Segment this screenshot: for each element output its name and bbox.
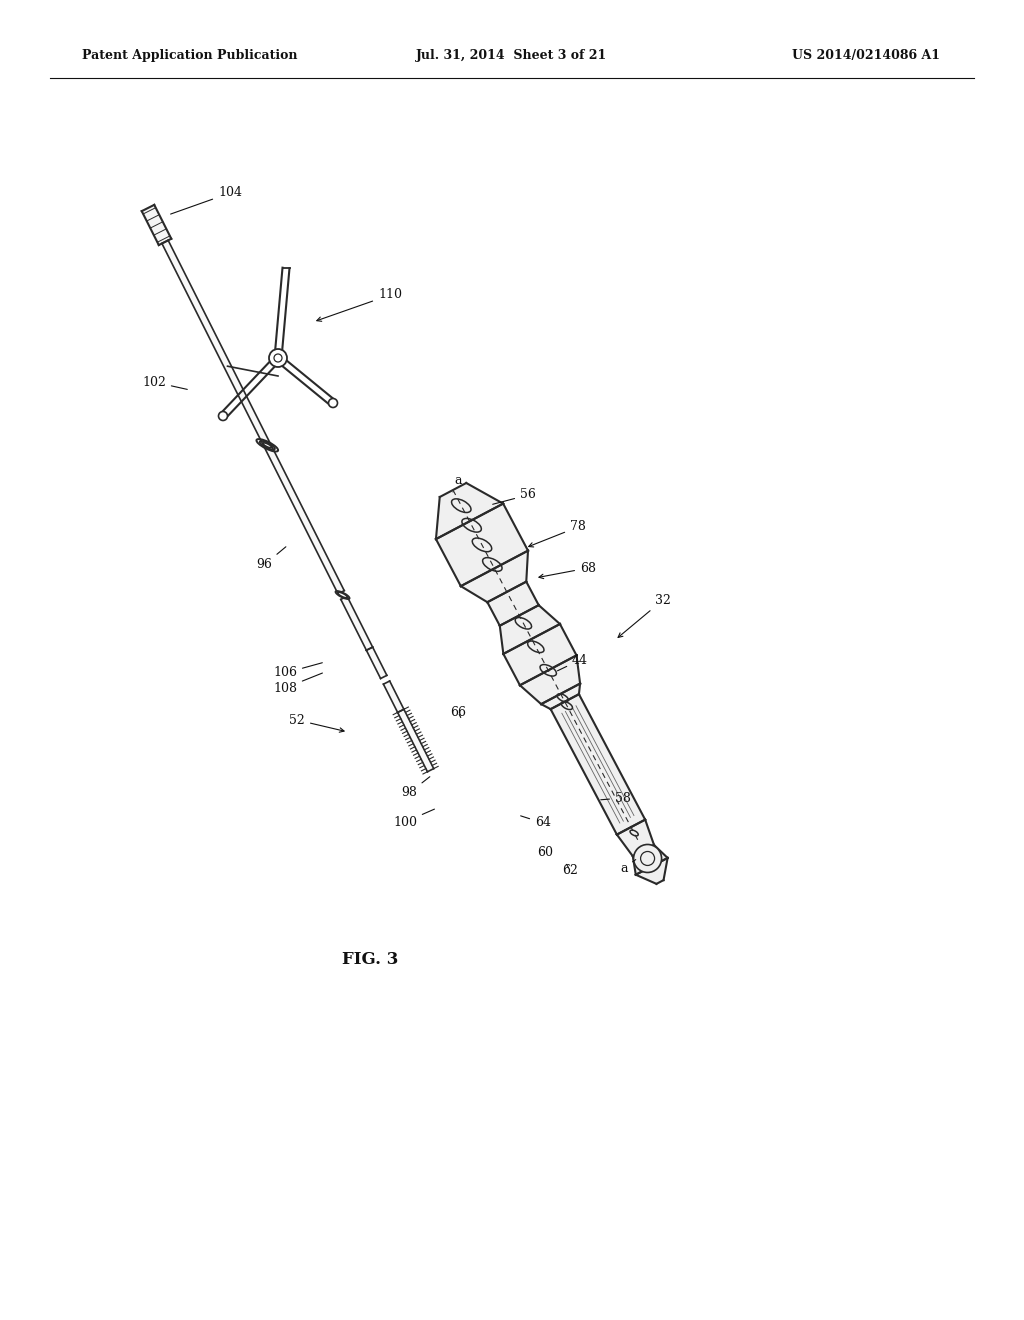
Text: FIG. 3: FIG. 3 xyxy=(342,952,398,969)
Polygon shape xyxy=(487,582,539,626)
Circle shape xyxy=(269,348,287,367)
Text: 78: 78 xyxy=(528,520,586,546)
Circle shape xyxy=(218,412,227,421)
Polygon shape xyxy=(397,709,434,772)
Text: 52: 52 xyxy=(289,714,344,733)
Text: a: a xyxy=(453,474,462,492)
Polygon shape xyxy=(436,504,528,586)
Polygon shape xyxy=(436,483,503,539)
Text: Jul. 31, 2014  Sheet 3 of 21: Jul. 31, 2014 Sheet 3 of 21 xyxy=(417,49,607,62)
Polygon shape xyxy=(633,845,668,875)
Text: a: a xyxy=(620,859,636,874)
Ellipse shape xyxy=(338,593,347,598)
Text: 66: 66 xyxy=(450,705,466,718)
Text: 106: 106 xyxy=(273,663,323,680)
Polygon shape xyxy=(504,624,577,685)
Text: Patent Application Publication: Patent Application Publication xyxy=(82,49,298,62)
Polygon shape xyxy=(141,205,171,246)
Polygon shape xyxy=(500,605,560,653)
Ellipse shape xyxy=(263,442,271,447)
Text: 32: 32 xyxy=(618,594,671,638)
Text: 104: 104 xyxy=(171,186,242,214)
Text: 98: 98 xyxy=(401,776,430,800)
Text: 62: 62 xyxy=(562,863,578,876)
Text: 110: 110 xyxy=(316,289,402,321)
Polygon shape xyxy=(162,240,344,594)
Polygon shape xyxy=(636,858,668,884)
Circle shape xyxy=(274,354,282,362)
Text: 100: 100 xyxy=(393,809,434,829)
Text: US 2014/0214086 A1: US 2014/0214086 A1 xyxy=(792,49,940,62)
Text: 68: 68 xyxy=(539,561,596,578)
Polygon shape xyxy=(461,550,528,602)
Polygon shape xyxy=(542,684,580,709)
Circle shape xyxy=(634,845,662,873)
Circle shape xyxy=(329,399,338,408)
Text: 60: 60 xyxy=(537,846,553,858)
Polygon shape xyxy=(551,694,645,834)
Polygon shape xyxy=(520,655,580,704)
Text: 108: 108 xyxy=(273,673,323,694)
Text: 44: 44 xyxy=(557,653,588,671)
Polygon shape xyxy=(341,597,373,651)
Text: 102: 102 xyxy=(142,375,187,389)
Text: 56: 56 xyxy=(493,488,536,504)
Polygon shape xyxy=(383,681,403,713)
Polygon shape xyxy=(616,820,654,857)
Polygon shape xyxy=(367,647,387,678)
Text: 64: 64 xyxy=(520,816,551,829)
Text: 96: 96 xyxy=(256,546,286,572)
Text: 58: 58 xyxy=(601,792,631,804)
